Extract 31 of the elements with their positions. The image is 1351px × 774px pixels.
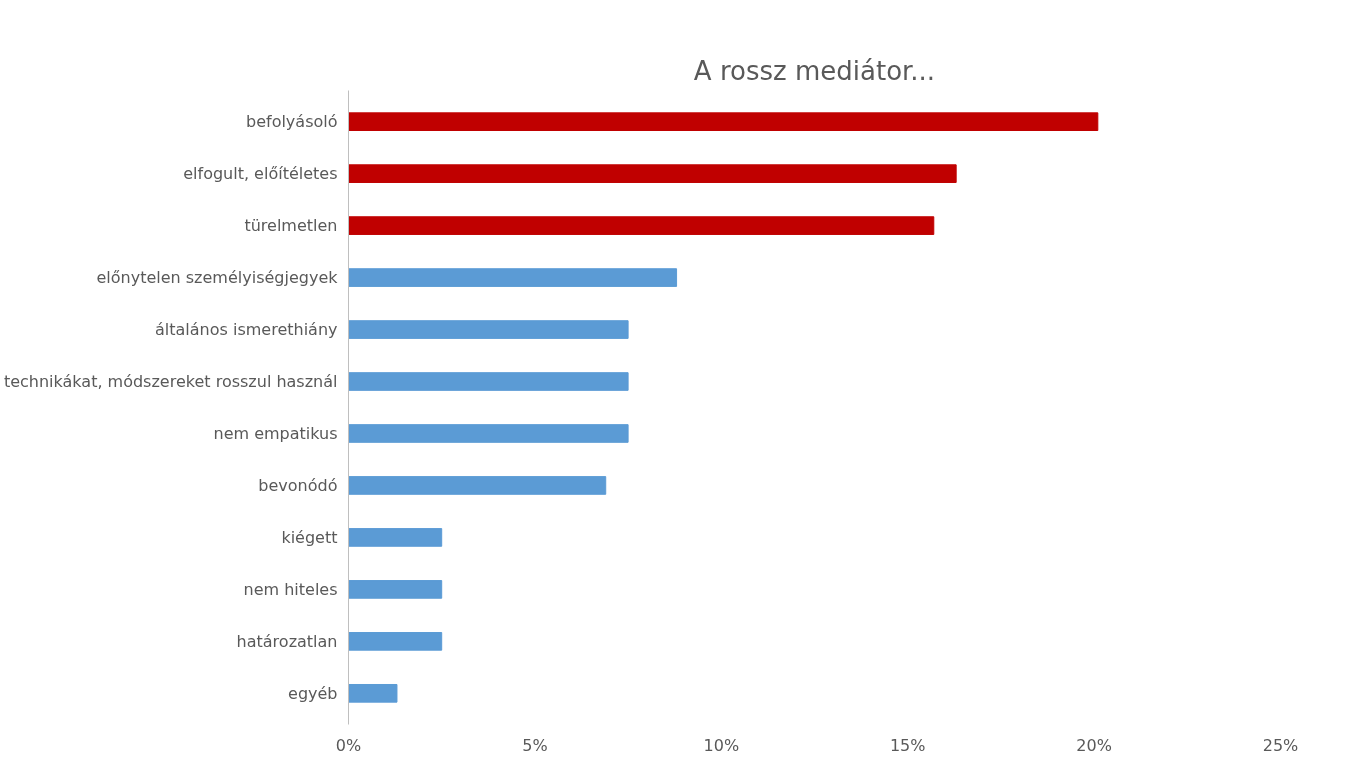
bar — [348, 112, 1099, 132]
bar — [348, 476, 607, 495]
x-tick-label: 20% — [1076, 735, 1112, 755]
bar — [348, 320, 629, 339]
y-tick-label: határozatlan — [236, 631, 338, 651]
y-tick-label: kiégett — [281, 527, 338, 547]
x-tick-label: 25% — [1262, 735, 1299, 755]
bar — [348, 424, 629, 443]
bar — [348, 528, 443, 547]
x-tick-label: 0% — [335, 735, 362, 755]
y-tick-label: bevonódó — [258, 475, 338, 495]
x-tick-label: 15% — [889, 735, 926, 755]
y-tick-label: nem hiteles — [243, 579, 338, 599]
x-tick-label: 10% — [703, 735, 740, 755]
y-tick-label: általános ismerethiány — [155, 320, 338, 340]
x-tick-label: 5% — [522, 735, 548, 755]
chart-title: A rossz mediátor... — [693, 55, 936, 86]
bar — [348, 216, 935, 235]
y-tick-label: egyéb — [288, 683, 338, 703]
y-tick-label: befolyásoló — [246, 112, 338, 132]
y-tick-label: türelmetlen — [244, 216, 338, 236]
bar — [348, 683, 398, 703]
y-tick-label: technikákat, módszereket rosszul használ — [3, 372, 338, 392]
y-tick-label: elfogult, előítéletes — [183, 164, 338, 184]
bar — [348, 164, 957, 183]
bar — [348, 632, 443, 651]
bar — [348, 372, 629, 391]
y-tick-label: előnytelen személyiségjegyek — [96, 268, 339, 288]
y-tick-label: nem empatikus — [213, 423, 338, 443]
bar — [348, 268, 678, 287]
bar — [348, 580, 443, 599]
